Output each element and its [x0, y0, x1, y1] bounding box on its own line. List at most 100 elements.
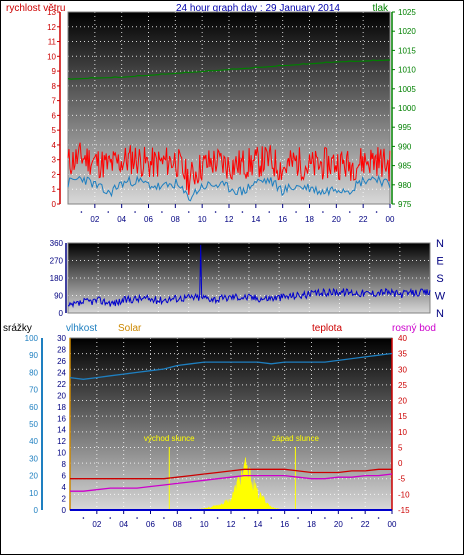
panel1-y-tick-label: 3 — [52, 156, 57, 165]
panel3-x-minor-dot — [324, 517, 326, 519]
panel1-x-minor-dot — [295, 211, 297, 213]
panel3-x-tick-label: 10 — [200, 520, 209, 529]
panel3-temp-tick-label: 40 — [398, 334, 407, 343]
panel3-humidity-tick-label: 10 — [57, 449, 66, 458]
panel1-y2-tick-label: 980 — [398, 181, 412, 190]
panel3-humidity-tick-label: 6 — [62, 472, 67, 481]
panel3-rain-tick-label: 30 — [29, 454, 38, 463]
panel3-humidity-tick-label: 28 — [57, 345, 66, 354]
panel3-humidity-tick-label: 4 — [62, 483, 67, 492]
panel2-y-tick-label: 90 — [54, 292, 63, 301]
panel1-x-minor-dot — [134, 211, 136, 213]
panel3-temp-tick-label: 30 — [398, 365, 407, 374]
panel3-x-tick-label: 12 — [227, 520, 236, 529]
panel3-rain-tick-label: 90 — [29, 351, 38, 360]
panel1-y-tick-label: 9 — [52, 67, 57, 76]
panel3-humidity-tick-label: 16 — [57, 414, 66, 423]
label-rosny-bod: rosný bod — [392, 323, 436, 334]
wind-gust-line — [67, 174, 391, 202]
panel3-rain-tick-label: 10 — [29, 489, 38, 498]
panel3-rain-tick-label: 70 — [29, 386, 38, 395]
panel3-rain-tick-label: 100 — [25, 334, 39, 343]
label-srazky: srážky — [3, 323, 32, 334]
panel3-x-minor-dot — [163, 517, 165, 519]
panel3-humidity-tick-label: 12 — [57, 437, 66, 446]
panel2-y-tick-label: 270 — [50, 257, 64, 266]
panel3-temp-tick-label: 15 — [398, 412, 407, 421]
panel3-temp-tick-label: 0 — [398, 459, 403, 468]
panel1-y2-tick-label: 985 — [398, 162, 412, 171]
panel1-y2-tick-label: 990 — [398, 142, 412, 151]
panel1-y2-tick-label: 1020 — [398, 27, 416, 36]
panel1-y2-tick-label: 1010 — [398, 66, 416, 75]
panel3-x-minor-dot — [216, 517, 219, 519]
panel1-y2-tick-label: 1005 — [398, 85, 416, 94]
panel1-x-minor-dot — [80, 211, 83, 213]
panel1-x-minor-dot — [187, 211, 190, 213]
panel1-y2-tick-label: 995 — [398, 123, 412, 132]
panel3-temp-tick-label: 35 — [398, 350, 407, 359]
panel1-x-minor-dot — [161, 211, 163, 213]
panel1-x-tick-label: 12 — [225, 215, 234, 224]
panel1-y-tick-label: 2 — [52, 170, 57, 179]
panel1-x-minor-dot — [375, 211, 378, 213]
panel2-compass-label: E — [436, 256, 443, 268]
panel3-temp-tick-label: 5 — [398, 443, 403, 452]
panel1-x-minor-dot — [241, 211, 244, 213]
panel3-x-minor-dot — [189, 517, 192, 519]
panel1-y-tick-label: 1 — [52, 185, 57, 194]
panel1-x-minor-dot — [348, 211, 351, 213]
panel3-x-tick-label: 22 — [361, 520, 370, 529]
panel1-y-tick-label: 10 — [47, 52, 56, 61]
panel1-y2-tick-label: 1015 — [398, 46, 416, 55]
panel3-humidity-tick-label: 20 — [57, 391, 66, 400]
panel3-x-minor-dot — [377, 517, 380, 519]
panel2-compass-label: W — [435, 291, 446, 303]
panel2-border — [67, 242, 431, 314]
wind-avg-line — [67, 142, 391, 195]
label-solar: Solar — [118, 323, 142, 334]
panel3-humidity-tick-label: 2 — [62, 495, 67, 504]
temperature-line — [70, 468, 392, 480]
panel3-humidity-tick-label: 14 — [57, 426, 66, 435]
panel1-y-tick-label: 6 — [52, 111, 57, 120]
panel3-humidity-tick-label: 0 — [62, 506, 67, 515]
panel3-x-minor-dot — [350, 517, 353, 519]
panel3-rain-tick-label: 60 — [29, 403, 38, 412]
panel2-compass-label: S — [436, 273, 443, 285]
panel3-temp-tick-label: 25 — [398, 381, 407, 390]
panel3-rain-tick-label: 80 — [29, 368, 38, 377]
panel3-humidity-tick-label: 26 — [57, 357, 66, 366]
panel3-x-tick-label: 04 — [119, 520, 128, 529]
panel2-compass-label: N — [436, 308, 444, 320]
panel3-humidity-tick-label: 22 — [57, 380, 66, 389]
panel1-x-tick-label: 06 — [144, 215, 153, 224]
sunrise-label: východ slunce — [144, 434, 195, 443]
wind-direction-line — [67, 244, 431, 309]
panel3-x-minor-dot — [136, 517, 138, 519]
sunset-label: západ slunce — [272, 434, 320, 443]
panel2-y-tick-label: 0 — [59, 309, 64, 318]
panel3-plot-area — [70, 338, 392, 510]
panel1-x-tick-label: 08 — [171, 215, 180, 224]
panel2-y-tick-label: 360 — [50, 239, 64, 248]
panel1-y-tick-label: 13 — [47, 8, 56, 17]
panel1-y2-tick-label: 975 — [398, 200, 412, 209]
panel1-x-minor-dot — [214, 211, 217, 213]
panel1-y-tick-label: 7 — [52, 97, 57, 106]
panel1-y2-tick-label: 1025 — [398, 8, 416, 17]
panel3-x-tick-label: 08 — [173, 520, 182, 529]
panel1-y-tick-label: 4 — [52, 141, 57, 150]
panel1-x-minor-dot — [268, 211, 271, 213]
panel3-temp-tick-label: 20 — [398, 397, 407, 406]
panel1-x-minor-dot — [107, 211, 110, 213]
panel3-x-tick-label: 02 — [92, 520, 101, 529]
humidity-line — [69, 352, 393, 380]
panel3-temp-tick-label: -5 — [398, 475, 406, 484]
panel1-y-tick-label: 5 — [52, 126, 57, 135]
panel3-x-tick-label: 14 — [253, 520, 262, 529]
panel3-rain-tick-label: 50 — [29, 420, 38, 429]
panel3-temp-tick-label: -15 — [398, 506, 410, 515]
